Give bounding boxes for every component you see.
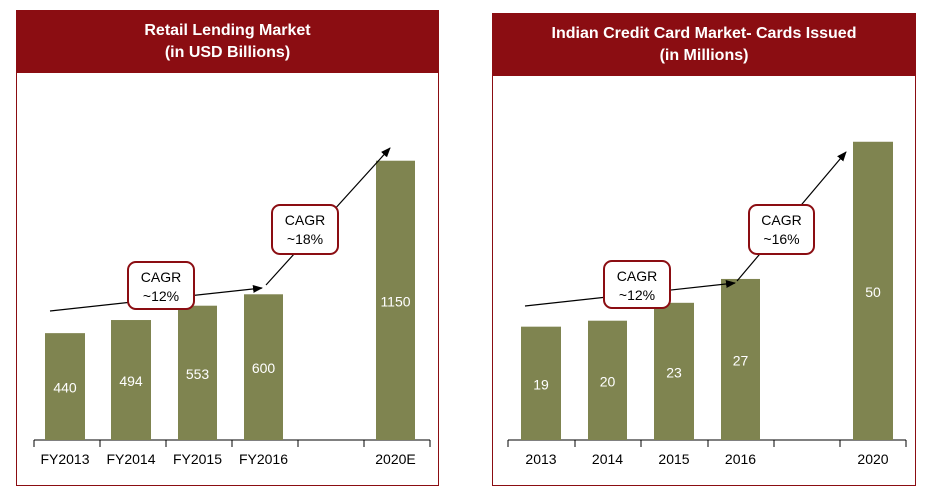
bar-value-label: 23 [666,364,682,380]
bar [111,320,151,440]
cagr-label: CAGR [617,268,657,284]
bar [178,305,217,440]
bar-value-label: 553 [186,366,210,382]
cagr-value: ~16% [763,231,799,247]
x-tick-label: 2014 [592,451,623,467]
bar [45,333,85,440]
x-tick-label: 2015 [658,451,689,467]
bar-value-label: 27 [733,352,749,368]
cagr-label: CAGR [761,212,801,228]
retail-lending-header: Retail Lending Market (in USD Billions) [17,11,438,73]
chart-title: Retail Lending Market [144,22,311,39]
x-tick-label: FY2013 [40,451,89,467]
bar-value-label: 494 [119,373,143,389]
chart-title: Indian Credit Card Market- Cards Issued [551,25,857,42]
cagr-label: CAGR [285,212,325,228]
cagr-value: ~18% [287,231,323,247]
bar [721,278,760,440]
credit-card-panel: Indian Credit Card Market- Cards Issued … [492,13,916,486]
x-tick-label: FY2016 [239,451,288,467]
bar [244,294,283,440]
bar-value-label: 50 [865,284,881,300]
bar [588,320,627,440]
cagr-label: CAGR [141,269,181,285]
chart-subtitle: (in USD Billions) [164,44,291,61]
cagr-box [271,204,339,255]
chart-subtitle: (in Millions) [659,47,749,64]
cagr-box [603,260,671,309]
retail-lending-panel: Retail Lending Market (in USD Billions) [16,10,439,486]
x-tick-label: 2020E [375,451,415,467]
bar-value-label: 19 [533,376,549,392]
bar [654,302,694,440]
x-tick-label: 2013 [525,451,556,467]
cagr-box [748,204,815,255]
cagr-value: ~12% [619,287,655,303]
x-tick-label: 2016 [725,451,756,467]
bar [376,160,415,440]
cagr-box [127,261,195,310]
x-tick-label: 2020 [857,451,888,467]
bar [853,141,893,440]
credit-card-header: Indian Credit Card Market- Cards Issued … [493,14,915,76]
bar [521,326,561,440]
x-tick-label: FY2014 [106,451,155,467]
bar-value-label: 440 [53,380,77,396]
cagr-value: ~12% [143,288,179,304]
x-tick-label: FY2015 [173,451,222,467]
bar-value-label: 20 [600,373,616,389]
bar-value-label: 600 [252,360,276,376]
bar-value-label: 1150 [380,293,410,309]
